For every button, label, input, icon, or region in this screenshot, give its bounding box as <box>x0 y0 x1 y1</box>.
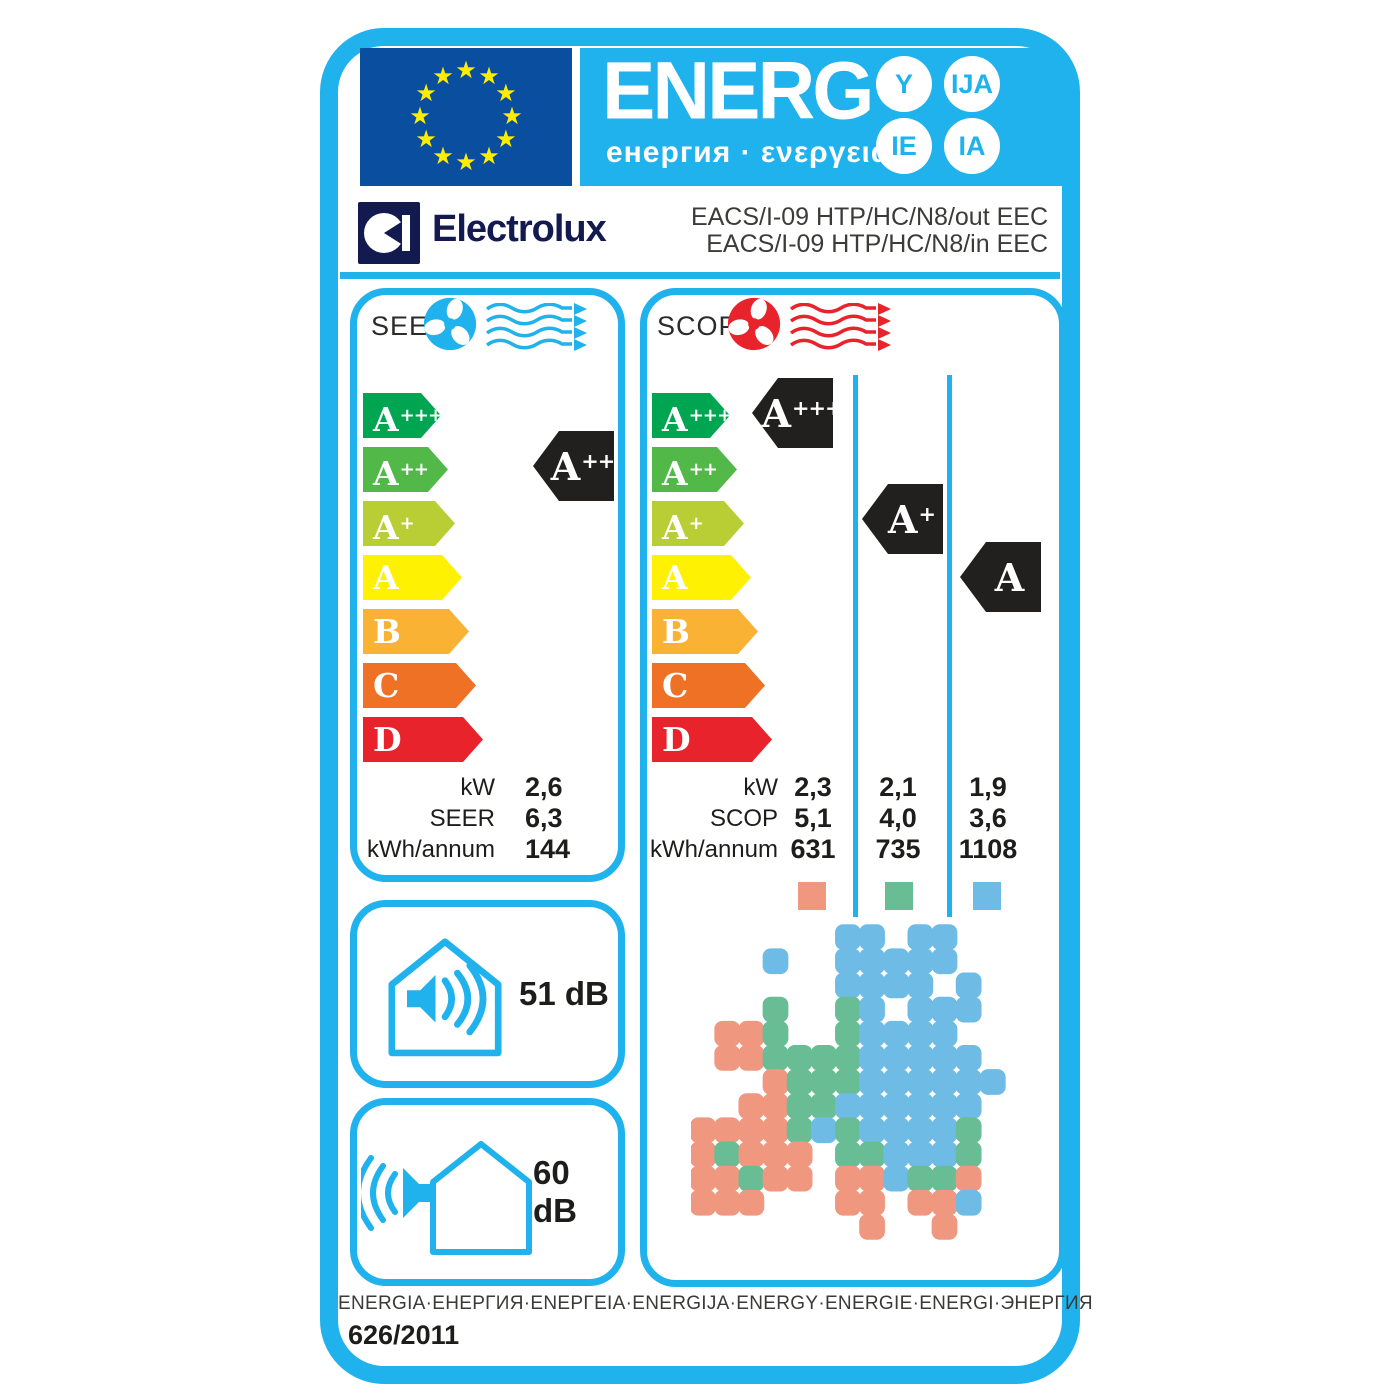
seer-kw-label: kW <box>460 774 495 801</box>
scop-zone-value: 2,3 <box>794 772 832 802</box>
legend-square-average <box>885 882 913 910</box>
scop-zone-value: 2,1 <box>879 772 917 802</box>
eu-star: ★ <box>501 103 523 130</box>
badge-ija: IJA <box>944 56 1000 112</box>
eu-flag: ★ ★ ★ ★ ★ ★ ★ ★ ★ ★ ★ ★ <box>360 48 572 186</box>
eu-star: ★ <box>495 126 517 153</box>
grade-arrow-A+: A+ <box>652 501 744 546</box>
seer-section: SEER <box>350 288 625 882</box>
scop-value-row: kW 2,3 2,1 1,9 <box>647 772 1059 803</box>
seer-rating-tag: A++ <box>533 431 614 501</box>
scop-zone-value: 4,0 <box>879 803 917 833</box>
grade-arrow-B: B <box>652 609 758 654</box>
badge-ie: IE <box>876 118 932 174</box>
electrolux-logo-icon <box>358 202 420 269</box>
scop-zone-value: 735 <box>875 834 921 864</box>
brand-name: Electrolux <box>432 208 607 250</box>
scop-row-label: SCOP <box>709 805 778 832</box>
eu-star: ★ <box>478 142 500 170</box>
legend-square-warm <box>798 882 826 910</box>
energy-languages-text: ENERGIA·ЕНЕРГИЯ·ΕΝΕΡΓΕΙΑ·ENERGIJA·ENERGY… <box>338 1293 1093 1314</box>
grade-arrow-A++: A++ <box>652 447 737 492</box>
grade-arrow-A: A <box>652 555 751 600</box>
scop-value-row: SCOP 5,1 4,0 3,6 <box>647 803 1059 834</box>
grade-arrow-C: C <box>652 663 765 708</box>
grade-arrow-A+++: A+++ <box>652 393 730 438</box>
outdoor-noise-value: 60 dB <box>533 1154 577 1229</box>
zone-divider-line <box>947 375 952 917</box>
eu-star: ★ <box>478 63 500 91</box>
scop-zone-value: 1108 <box>958 834 1018 864</box>
scop-zone-value: 631 <box>790 834 836 864</box>
grade-arrow-A+++: A+++ <box>363 393 441 438</box>
europe-climate-zones-map <box>691 924 1006 1240</box>
eu-star: ★ <box>415 126 437 153</box>
regulation-number: 626/2011 <box>348 1320 460 1350</box>
scop-rating-tag-average: A+ <box>862 484 943 554</box>
eu-star: ★ <box>495 80 517 107</box>
scop-value-row: kWh/annum 631 735 1108 <box>647 834 1059 865</box>
seer-seer-value: 6,3 <box>525 803 563 833</box>
scop-zone-value: 1,9 <box>969 772 1007 802</box>
model-outdoor: EACS/I-09 HTP/HC/N8/out EEC <box>690 203 1048 231</box>
scop-title: SCOP <box>657 311 738 341</box>
header-separator <box>340 272 1060 279</box>
eu-star: ★ <box>432 142 454 170</box>
energ-title: ENERG <box>602 45 874 136</box>
grade-arrow-B: B <box>363 609 469 654</box>
seer-annum-label: kWh/annum <box>366 836 495 863</box>
grade-arrow-A++: A++ <box>363 447 448 492</box>
badge-ia: IA <box>944 118 1000 174</box>
grade-arrow-A+: A+ <box>363 501 455 546</box>
airflow-arrows-icon <box>485 302 597 358</box>
seer-annum-value: 144 <box>525 834 571 864</box>
scop-rating-tag-warm: A+++ <box>752 378 833 448</box>
energ-subtitle: енергия · ενεργεια <box>606 136 891 169</box>
scop-row-label: kW <box>743 774 778 801</box>
eu-star: ★ <box>455 57 477 84</box>
seer-seer-label: SEER <box>429 805 495 832</box>
model-numbers: EACS/I-09 HTP/HC/N8/out EEC EACS/I-09 HT… <box>691 204 1048 258</box>
fan-icon <box>421 295 479 358</box>
eu-star: ★ <box>455 149 477 176</box>
airflow-arrows-icon <box>789 302 901 358</box>
grade-arrow-D: D <box>363 717 483 762</box>
zone-divider-line <box>853 375 858 917</box>
eu-star: ★ <box>415 80 437 107</box>
model-indoor: EACS/I-09 HTP/HC/N8/in EEC <box>706 230 1048 258</box>
grade-arrow-C: C <box>363 663 476 708</box>
indoor-noise-section: 51 dB <box>350 900 625 1088</box>
badge-y: Y <box>876 56 932 112</box>
energ-logo-box: ENERG енергия · ενεργεια Y IJA IE IA <box>580 45 1062 186</box>
outdoor-noise-house-speaker-icon <box>355 1121 539 1268</box>
scop-row-label: kWh/annum <box>649 836 778 863</box>
legend-square-cold <box>973 882 1001 910</box>
outdoor-noise-section: 60 dB <box>350 1098 625 1286</box>
grade-arrow-D: D <box>652 717 772 762</box>
grade-arrow-A: A <box>363 555 462 600</box>
indoor-noise-house-speaker-icon <box>369 923 521 1070</box>
seer-kw-value: 2,6 <box>525 772 563 802</box>
eu-star: ★ <box>409 103 431 130</box>
scop-rating-tag-cold: A <box>960 542 1041 612</box>
scop-section: SCOP <box>640 288 1066 1287</box>
eu-star: ★ <box>432 63 454 91</box>
fan-icon <box>725 295 783 358</box>
eu-energy-label: ★ ★ ★ ★ ★ ★ ★ ★ ★ ★ ★ ★ ENERG енергия · ενεργεια Y … <box>320 28 1093 1384</box>
scop-zone-value: 3,6 <box>969 803 1007 833</box>
scop-zone-value: 5,1 <box>794 803 832 833</box>
indoor-noise-value: 51 dB <box>519 975 609 1012</box>
